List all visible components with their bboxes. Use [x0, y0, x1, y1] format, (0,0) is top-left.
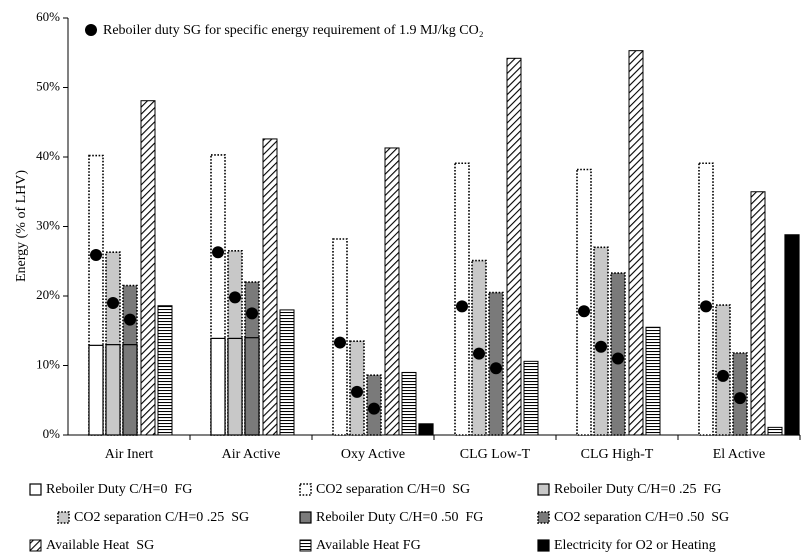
legend-swatch	[299, 483, 312, 496]
legend-label: CO2 separation C/H=0 SG	[316, 482, 470, 497]
legend-label: Reboiler duty SG for specific energy req…	[103, 23, 484, 38]
x-tick-label: CLG High-T	[581, 447, 654, 462]
bar	[767, 426, 783, 436]
dot	[700, 300, 712, 313]
legend-label: Available Heat SG	[46, 538, 154, 553]
legend-swatch	[537, 539, 550, 552]
bar	[418, 423, 434, 436]
bar	[645, 326, 661, 436]
bar	[454, 162, 470, 436]
bar	[122, 344, 138, 436]
dot	[124, 313, 136, 326]
x-tick-label: CLG Low-T	[460, 447, 531, 462]
x-tick-label: El Active	[713, 447, 766, 462]
y-tick-label: 20%	[36, 287, 60, 302]
dot	[456, 300, 468, 313]
legend-dot	[85, 24, 97, 36]
bar	[523, 360, 539, 436]
bar	[401, 371, 417, 436]
x-tick-label: Air Inert	[105, 447, 154, 462]
y-tick-label: 0%	[43, 426, 61, 441]
x-tick-label: Air Active	[222, 447, 281, 462]
bar	[698, 162, 714, 436]
legend-label: CO2 separation C/H=0 .25 SG	[74, 510, 249, 525]
dot	[734, 392, 746, 405]
dot	[107, 296, 119, 309]
legend-swatch	[29, 483, 42, 496]
bar	[784, 234, 800, 436]
dot	[212, 246, 224, 259]
legend-swatch	[537, 483, 550, 496]
dot	[578, 305, 590, 318]
dot	[473, 347, 485, 360]
bar	[576, 168, 592, 436]
y-tick-label: 50%	[36, 78, 60, 93]
bar	[750, 191, 766, 436]
dot	[368, 402, 380, 415]
bar	[210, 337, 226, 436]
bar	[157, 305, 173, 436]
dot	[595, 340, 607, 353]
dot	[490, 362, 502, 375]
legend-swatch	[29, 539, 42, 552]
legend-swatch	[537, 511, 550, 524]
dot	[717, 369, 729, 382]
legend-label: CO2 separation C/H=0 .50 SG	[554, 510, 729, 525]
bar	[244, 337, 260, 436]
x-tick-label: Oxy Active	[341, 447, 405, 462]
legend-swatch	[299, 539, 312, 552]
legend-label: Reboiler Duty C/H=0 FG	[46, 482, 192, 497]
legend-label: Available Heat FG	[316, 538, 421, 553]
y-axis-label: Energy (% of LHV)	[14, 170, 29, 282]
y-tick-label: 30%	[36, 217, 60, 232]
legend-label: Electricity for O2 or Heating	[554, 538, 716, 553]
legend-swatch	[299, 511, 312, 524]
bar	[628, 50, 644, 436]
bar	[140, 100, 156, 436]
y-tick-label: 10%	[36, 356, 60, 371]
dot	[612, 352, 624, 365]
bar	[384, 147, 400, 436]
dot	[90, 248, 102, 261]
bar	[262, 138, 278, 436]
y-tick-label: 60%	[36, 9, 60, 24]
dot	[334, 336, 346, 349]
legend-label: Reboiler Duty C/H=0 .25 FG	[554, 482, 721, 497]
legend-swatch	[57, 511, 70, 524]
y-tick-label: 40%	[36, 148, 60, 163]
bar	[105, 344, 121, 436]
dot	[351, 385, 363, 398]
legend-label: Reboiler Duty C/H=0 .50 FG	[316, 510, 483, 525]
dot	[246, 307, 258, 320]
bar	[88, 344, 104, 436]
bar	[279, 309, 295, 436]
dot	[229, 291, 241, 304]
bar	[227, 337, 243, 436]
bar	[506, 57, 522, 436]
